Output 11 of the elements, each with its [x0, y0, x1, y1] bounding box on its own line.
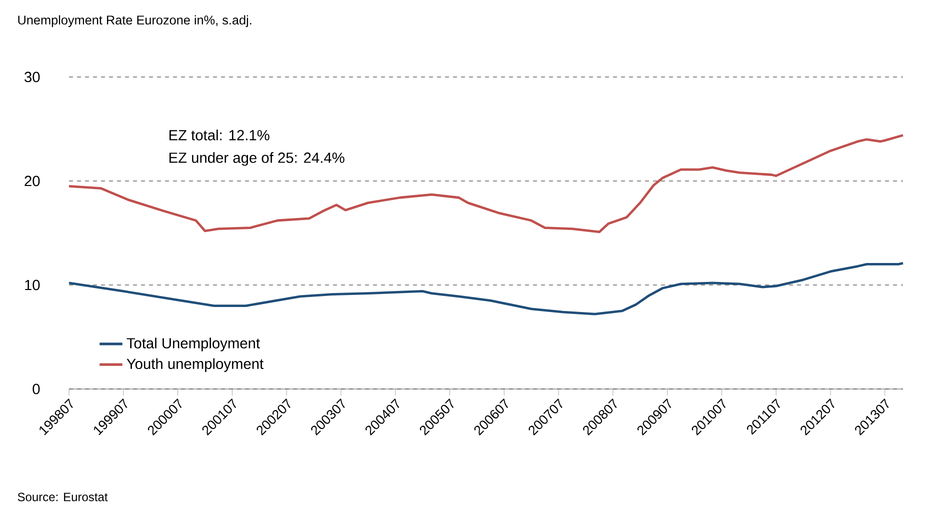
annotation: EZ total: 12.1% [169, 130, 270, 140]
legend-label: Total Unemployment [126, 338, 260, 352]
y-tick-label: 0 [32, 384, 40, 394]
y-tick-label: 30 [24, 72, 40, 82]
legend-label: Youth unemployment [126, 358, 264, 372]
chart-title: Unemployment Rate Eurozone in%, s.adj. [18, 15, 252, 28]
annotation: EZ under age of 25: 24.4% [169, 152, 344, 166]
source-note: Source: Eurostat [18, 492, 108, 502]
y-tick-label: 20 [24, 176, 40, 186]
line-series [68, 262, 904, 316]
y-tick-label: 10 [25, 280, 40, 290]
